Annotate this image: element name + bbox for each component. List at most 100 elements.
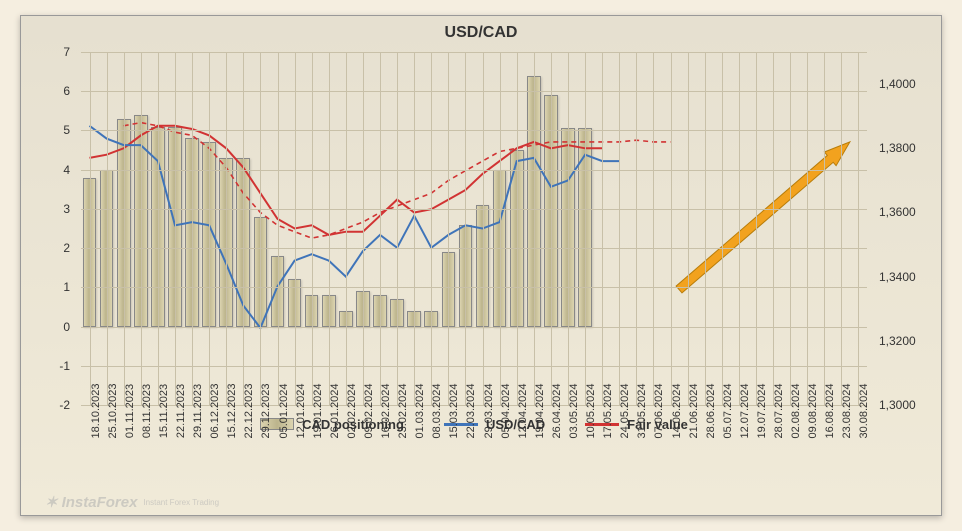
grid-line-v <box>705 52 706 405</box>
y-left-tick: 6 <box>63 84 70 98</box>
grid-line-h <box>81 130 867 131</box>
x-tick: 15.12.2023 <box>226 383 238 438</box>
grid-line-h <box>81 327 867 328</box>
x-tick: 23.08.2024 <box>841 383 853 438</box>
grid-line-v <box>636 52 637 405</box>
y-left-tick: 3 <box>63 202 70 216</box>
y-left-tick: 1 <box>63 280 70 294</box>
y-right-tick: 1,4000 <box>879 77 916 91</box>
grid-line-h <box>81 366 867 367</box>
x-tick: 05.07.2024 <box>722 383 734 438</box>
trend-arrow <box>81 52 867 405</box>
y-left-tick: 2 <box>63 241 70 255</box>
x-tick: 03.05.2024 <box>568 383 580 438</box>
grid-line-v <box>671 52 672 405</box>
grid-line-v <box>448 52 449 405</box>
grid-line-v <box>807 52 808 405</box>
grid-line-v <box>158 52 159 405</box>
x-tick: 22.03.2024 <box>465 383 477 438</box>
x-tick: 08.11.2023 <box>141 384 153 438</box>
x-tick: 23.02.2024 <box>397 383 409 438</box>
grid-line-h <box>81 287 867 288</box>
x-tick: 05.01.2024 <box>278 383 290 438</box>
x-tick: 15.11.2023 <box>158 384 170 438</box>
x-tick: 14.06.2024 <box>671 383 683 438</box>
y-axis-right: 1,30001,32001,34001,36001,38001,4000 <box>873 52 941 405</box>
watermark-brand: InstaForex <box>62 494 138 511</box>
grid-line-v <box>653 52 654 405</box>
grid-line-v <box>790 52 791 405</box>
x-tick: 01.03.2024 <box>414 383 426 438</box>
x-tick: 31.05.2024 <box>636 383 648 438</box>
grid-line-v <box>619 52 620 405</box>
grid-line-v <box>568 52 569 405</box>
grid-line-v <box>260 52 261 405</box>
grid-line-v <box>397 52 398 405</box>
x-tick: 12.07.2024 <box>739 383 751 438</box>
x-tick: 22.12.2023 <box>243 383 255 438</box>
grid-line-v <box>380 52 381 405</box>
y-left-tick: -2 <box>59 398 70 412</box>
x-tick: 02.02.2024 <box>346 383 358 438</box>
grid-line-v <box>688 52 689 405</box>
x-tick: 08.03.2024 <box>431 383 443 438</box>
x-tick: 05.04.2024 <box>500 383 512 438</box>
grid-line-v <box>192 52 193 405</box>
plot-area <box>81 52 867 405</box>
x-tick: 02.08.2024 <box>790 383 802 438</box>
x-tick: 06.12.2023 <box>209 383 221 438</box>
grid-line-v <box>585 52 586 405</box>
grid-line-v <box>483 52 484 405</box>
y-left-tick: 0 <box>63 320 70 334</box>
x-tick: 16.08.2024 <box>824 383 836 438</box>
grid-line-v <box>414 52 415 405</box>
grid-line-v <box>465 52 466 405</box>
x-tick: 17.05.2024 <box>602 383 614 438</box>
grid-line-v <box>602 52 603 405</box>
x-tick: 29.03.2024 <box>483 383 495 438</box>
watermark-tagline: Instant Forex Trading <box>143 498 219 507</box>
watermark: ✶ InstaForex Instant Forex Trading <box>45 493 219 511</box>
x-tick: 22.11.2023 <box>175 384 187 438</box>
grid-line-v <box>363 52 364 405</box>
x-tick: 26.01.2024 <box>329 383 341 438</box>
grid-line-v <box>124 52 125 405</box>
x-tick: 28.06.2024 <box>705 383 717 438</box>
x-tick: 29.11.2023 <box>192 384 204 438</box>
grid-line-h <box>81 170 867 171</box>
grid-line-v <box>824 52 825 405</box>
grid-line-v <box>226 52 227 405</box>
x-tick: 16.02.2024 <box>380 383 392 438</box>
grid-line-v <box>295 52 296 405</box>
watermark-star-icon: ✶ <box>45 493 58 511</box>
x-tick: 12.01.2024 <box>295 383 307 438</box>
chart-panel: USD/CAD -2-101234567 1,30001,32001,34001… <box>20 15 942 516</box>
x-tick: 30.08.2024 <box>858 383 870 438</box>
grid-line-v <box>739 52 740 405</box>
grid-line-v <box>346 52 347 405</box>
grid-line-h <box>81 52 867 53</box>
y-left-tick: 7 <box>63 45 70 59</box>
grid-line-v <box>841 52 842 405</box>
x-tick: 09.08.2024 <box>807 383 819 438</box>
x-tick: 07.06.2024 <box>653 383 665 438</box>
x-tick: 24.05.2024 <box>619 383 631 438</box>
grid-line-v <box>141 52 142 405</box>
grid-line-v <box>551 52 552 405</box>
grid-line-v <box>517 52 518 405</box>
x-tick: 10.05.2024 <box>585 383 597 438</box>
y-right-tick: 1,3200 <box>879 334 916 348</box>
grid-line-v <box>329 52 330 405</box>
x-tick: 25.10.2023 <box>107 383 119 438</box>
grid-line-v <box>756 52 757 405</box>
y-left-tick: -1 <box>59 359 70 373</box>
grid-line-v <box>175 52 176 405</box>
grid-line-v <box>312 52 313 405</box>
grid-line-v <box>858 52 859 405</box>
x-tick: 19.01.2024 <box>312 383 324 438</box>
x-tick: 19.07.2024 <box>756 383 768 438</box>
x-tick: 26.04.2024 <box>551 383 563 438</box>
x-tick: 01.11.2023 <box>124 384 136 438</box>
x-tick: 12.04.2024 <box>517 383 529 438</box>
grid-line-h <box>81 248 867 249</box>
